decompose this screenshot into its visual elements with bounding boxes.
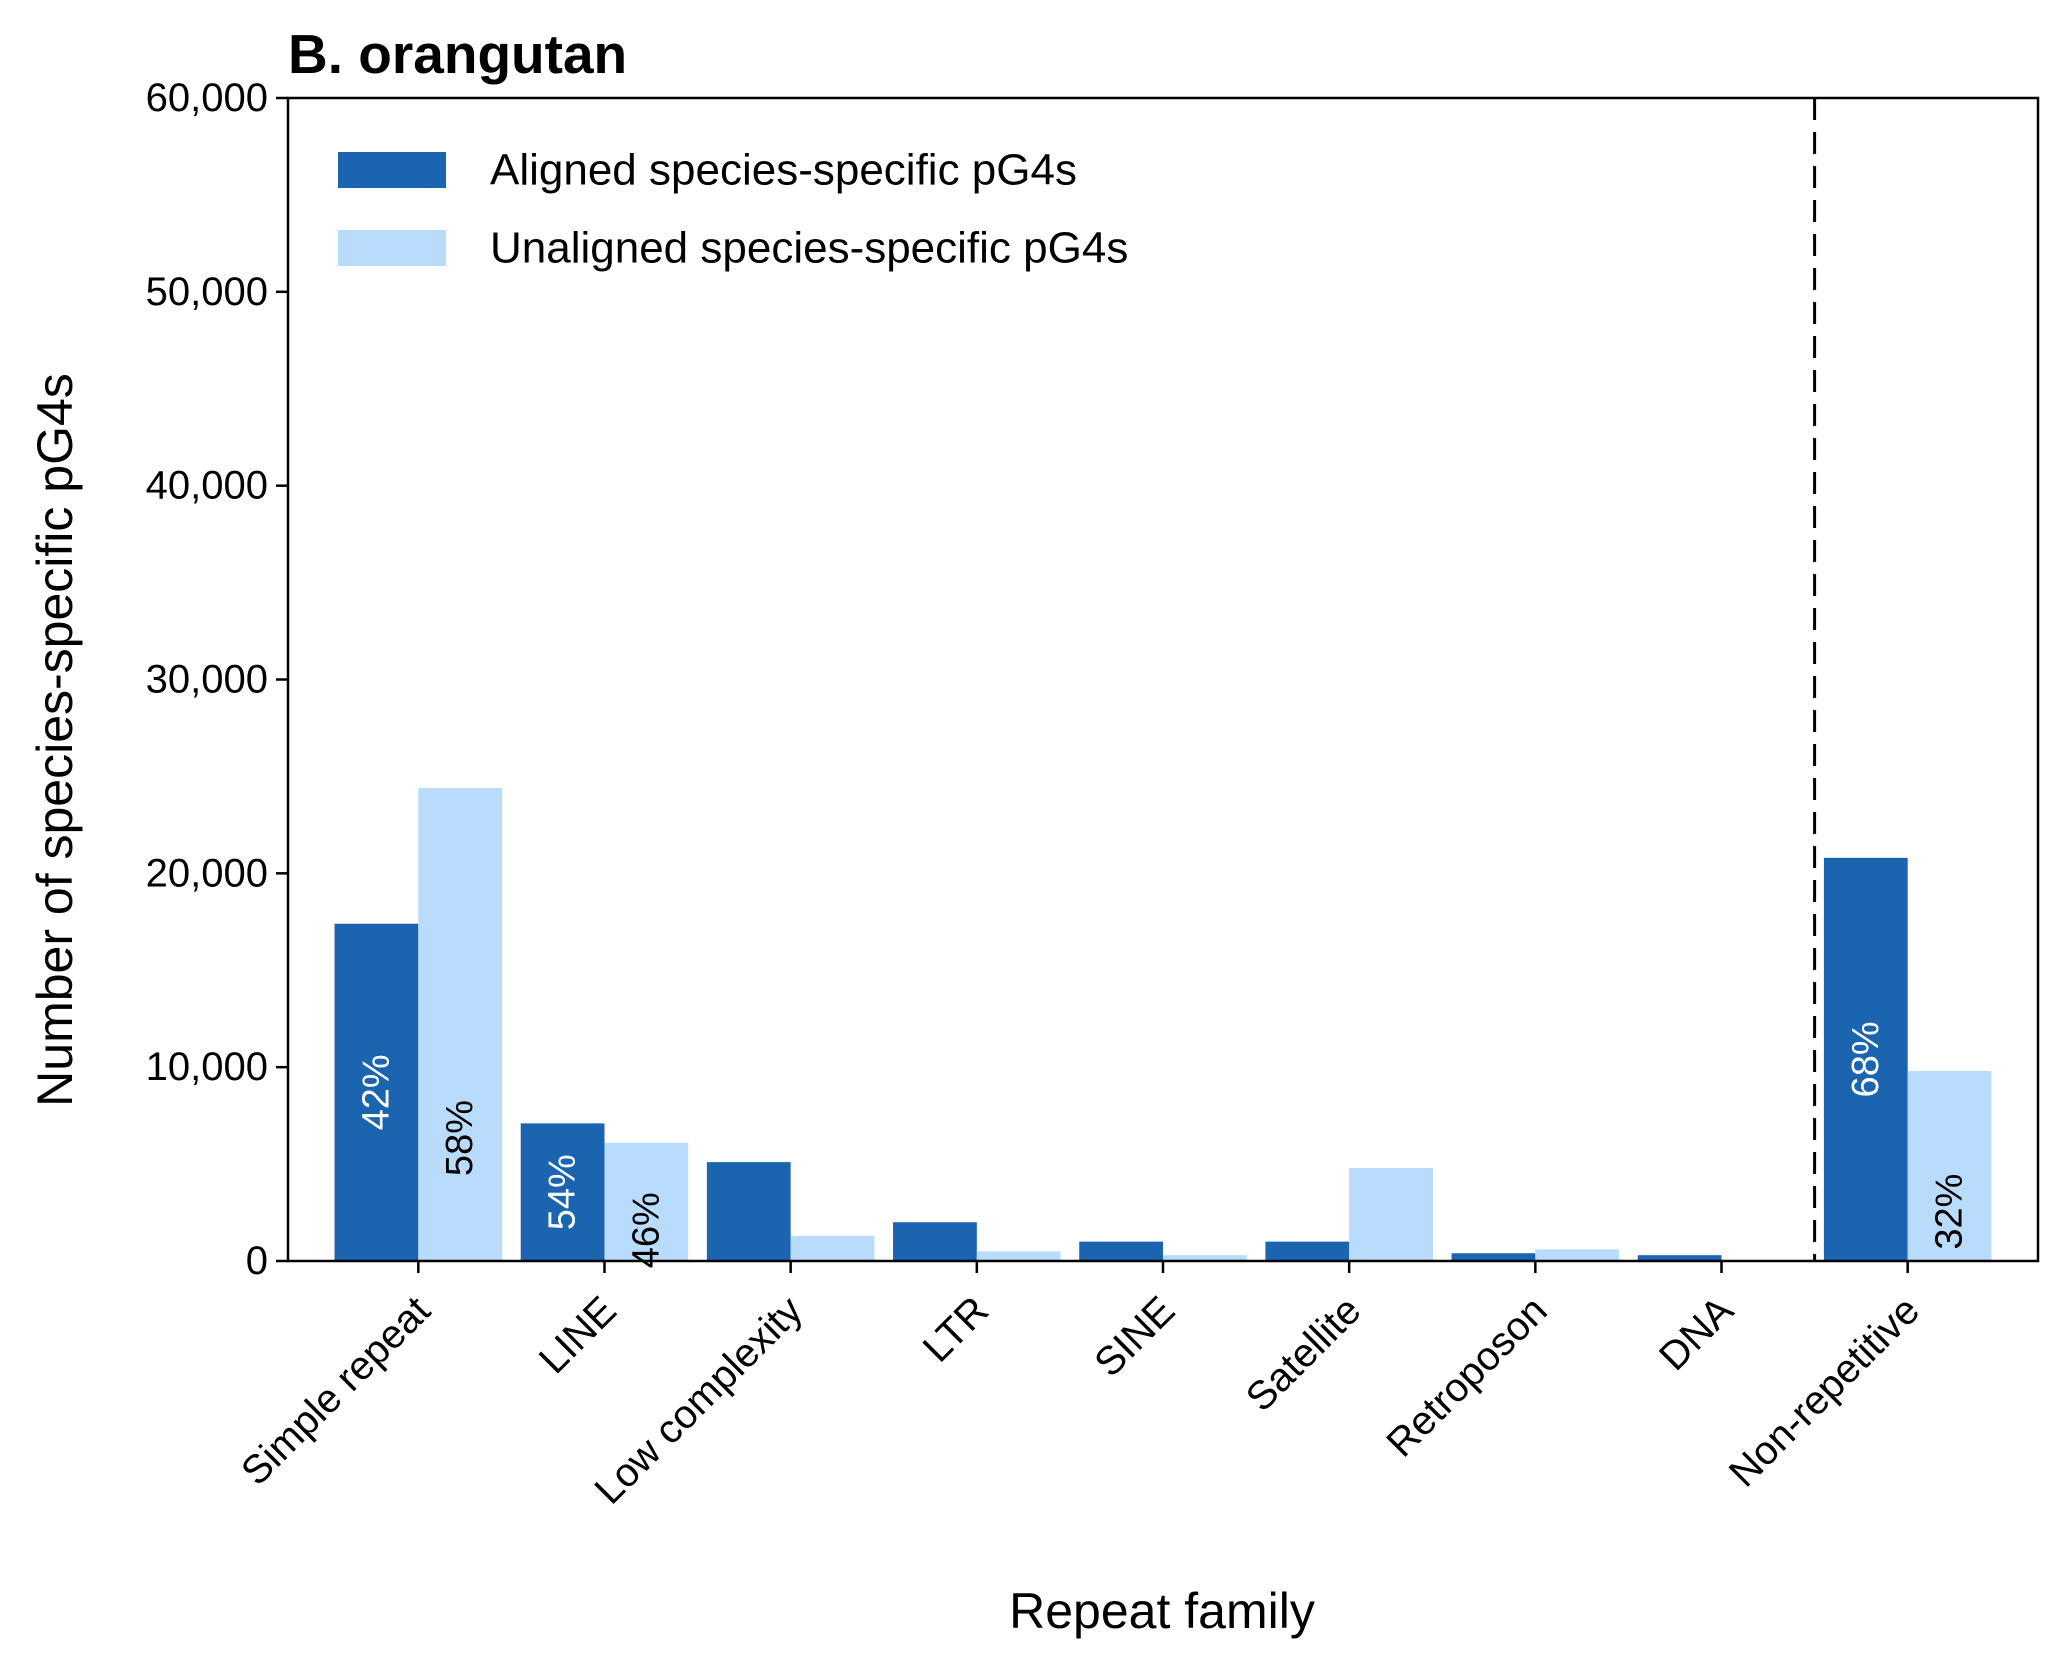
chart-title: B. orangutan [288,23,627,85]
bar-aligned-2 [706,1162,791,1261]
x-tick-label: Simple repeat [233,1288,439,1494]
y-tick-label: 30,000 [146,658,268,702]
bar-aligned-7 [1637,1255,1722,1261]
y-tick-label: 20,000 [146,851,268,895]
legend-label: Unaligned species-specific pG4s [490,224,1128,273]
bar-aligned-0 [334,923,419,1261]
x-axis-title: Repeat family [1009,1583,1315,1639]
y-tick-label: 40,000 [146,464,268,508]
data-label: 68% [1845,1021,1887,1097]
y-tick-label: 60,000 [146,76,268,120]
bar-unaligned-5 [1349,1167,1433,1261]
legend: Aligned species-specific pG4s Unaligned s… [338,146,1128,273]
data-label: 58% [439,1100,481,1176]
bar-aligned-8 [1823,857,1908,1261]
x-tick-label: Satellite [1238,1288,1370,1420]
x-tick-label: DNA [1651,1288,1742,1379]
legend-swatch [338,230,446,266]
y-axis-title: Number of species-specific pG4s [27,373,83,1107]
x-tick-label: LINE [531,1288,625,1382]
data-label: 32% [1929,1174,1971,1250]
x-tick-label: Non-repetitive [1721,1288,1928,1495]
bar-unaligned-0 [418,788,503,1261]
x-tick-label: Retroposon [1378,1288,1555,1465]
bar-unaligned-4 [1163,1255,1247,1261]
data-label: 54% [542,1154,584,1230]
bar-unaligned-2 [790,1235,875,1261]
data-label: 42% [355,1054,397,1130]
x-tick-label: SINE [1086,1288,1183,1385]
bar-unaligned-8 [1907,1071,1992,1261]
bar-unaligned-1 [604,1142,689,1261]
bar-aligned-6 [1451,1253,1536,1261]
bar-aligned-3 [893,1222,977,1261]
legend-label: Aligned species-specific pG4s [490,146,1077,195]
bar-aligned-5 [1265,1241,1350,1261]
y-tick-label: 0 [246,1239,268,1283]
x-tick-label: LTR [915,1288,997,1370]
bar-unaligned-3 [976,1251,1061,1261]
bar-unaligned-6 [1535,1249,1620,1261]
bars: 42% 58% 54% 46% 68% 32% [334,788,1992,1268]
y-tick-label: 50,000 [146,270,268,314]
bar-aligned-1 [520,1123,605,1261]
y-tick-label: 10,000 [146,1045,268,1089]
data-label: 46% [625,1192,667,1268]
bar-aligned-4 [1079,1241,1163,1261]
legend-swatch [338,152,446,188]
